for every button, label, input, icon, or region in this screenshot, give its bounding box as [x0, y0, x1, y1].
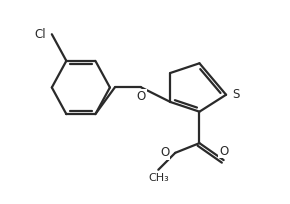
Text: CH₃: CH₃	[148, 173, 169, 183]
Text: S: S	[232, 88, 240, 101]
Text: O: O	[219, 145, 228, 158]
Text: O: O	[160, 146, 169, 159]
Text: O: O	[137, 90, 146, 103]
Text: Cl: Cl	[34, 28, 46, 41]
